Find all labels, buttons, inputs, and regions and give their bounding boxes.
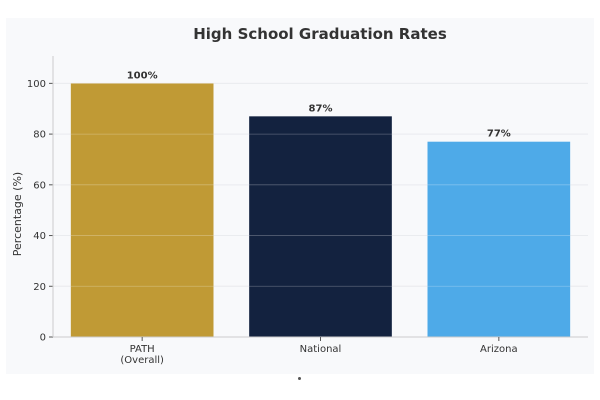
x-tick-label-path: PATH [130,344,155,355]
y-tick-label-100: 100 [27,79,46,90]
chart-title: High School Graduation Rates [193,25,447,43]
y-tick-label-0: 0 [40,333,46,344]
data-label-arizona: 77% [487,129,511,140]
bar-national [249,116,392,337]
data-label-path: 100% [127,70,158,81]
chart-panel: High School Graduation Rates Percentage … [6,18,594,374]
axes [49,56,588,341]
x-tick-label-national: National [300,344,342,355]
labels: 0 20 40 60 80 100 100% PATH(Overall) 87% National… [27,70,518,366]
data-label-national: 87% [309,103,333,114]
y-tick-label-40: 40 [33,231,46,242]
y-tick-label-60: 60 [33,180,46,191]
y-tick-label-20: 20 [33,282,46,293]
y-tick-label-80: 80 [33,130,46,141]
x-tick-label-arizona: Arizona [480,344,518,355]
x-tick-label-path-line2: (Overall) [120,355,164,366]
bars [70,83,571,337]
bar-chart: High School Graduation Rates Percentage … [11,25,588,366]
page-dot [298,377,301,380]
gridlines-overlay [53,82,588,287]
bar-path [70,83,214,337]
y-axis-label: Percentage (%) [11,172,24,256]
bar-arizona [427,141,571,337]
